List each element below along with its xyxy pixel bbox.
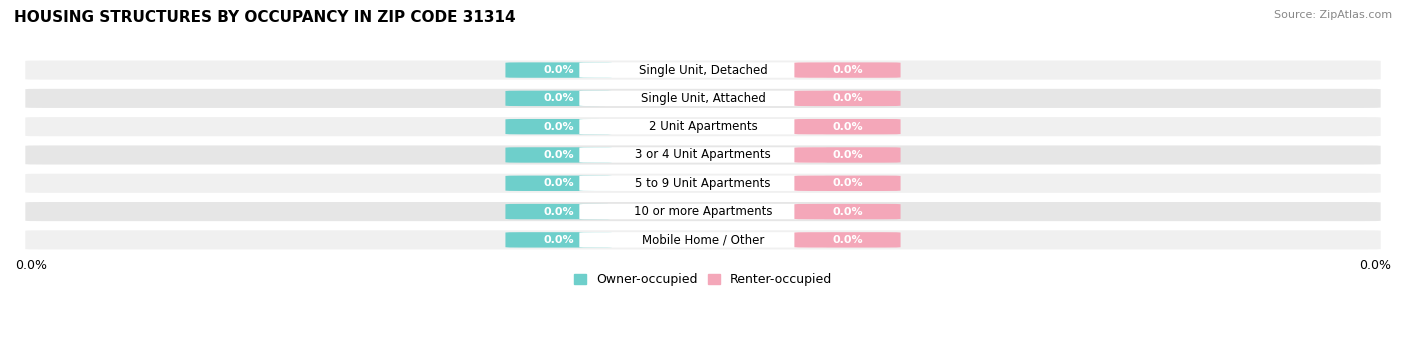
FancyBboxPatch shape	[505, 62, 612, 78]
FancyBboxPatch shape	[505, 176, 612, 191]
FancyBboxPatch shape	[505, 147, 612, 163]
FancyBboxPatch shape	[579, 204, 827, 219]
Text: 0.0%: 0.0%	[832, 150, 863, 160]
FancyBboxPatch shape	[579, 176, 827, 191]
FancyBboxPatch shape	[579, 147, 827, 163]
FancyBboxPatch shape	[24, 144, 1382, 166]
Text: 0.0%: 0.0%	[832, 178, 863, 188]
FancyBboxPatch shape	[579, 232, 827, 248]
Text: 0.0%: 0.0%	[543, 150, 574, 160]
Text: Single Unit, Attached: Single Unit, Attached	[641, 92, 765, 105]
FancyBboxPatch shape	[505, 91, 612, 106]
Text: 0.0%: 0.0%	[543, 207, 574, 217]
Text: HOUSING STRUCTURES BY OCCUPANCY IN ZIP CODE 31314: HOUSING STRUCTURES BY OCCUPANCY IN ZIP C…	[14, 10, 516, 25]
Text: Mobile Home / Other: Mobile Home / Other	[641, 233, 765, 247]
Text: Source: ZipAtlas.com: Source: ZipAtlas.com	[1274, 10, 1392, 20]
FancyBboxPatch shape	[579, 91, 827, 106]
Text: 3 or 4 Unit Apartments: 3 or 4 Unit Apartments	[636, 148, 770, 162]
Text: 0.0%: 0.0%	[543, 235, 574, 245]
FancyBboxPatch shape	[24, 116, 1382, 137]
FancyBboxPatch shape	[24, 173, 1382, 194]
FancyBboxPatch shape	[579, 119, 827, 134]
Text: 0.0%: 0.0%	[832, 235, 863, 245]
Text: 0.0%: 0.0%	[543, 178, 574, 188]
Text: 2 Unit Apartments: 2 Unit Apartments	[648, 120, 758, 133]
FancyBboxPatch shape	[505, 119, 612, 134]
Text: 0.0%: 0.0%	[832, 93, 863, 103]
FancyBboxPatch shape	[24, 229, 1382, 251]
FancyBboxPatch shape	[505, 232, 612, 248]
FancyBboxPatch shape	[24, 201, 1382, 222]
FancyBboxPatch shape	[794, 204, 901, 219]
FancyBboxPatch shape	[794, 176, 901, 191]
FancyBboxPatch shape	[24, 88, 1382, 109]
FancyBboxPatch shape	[794, 62, 901, 78]
Legend: Owner-occupied, Renter-occupied: Owner-occupied, Renter-occupied	[568, 268, 838, 291]
FancyBboxPatch shape	[794, 119, 901, 134]
Text: 0.0%: 0.0%	[543, 93, 574, 103]
Text: Single Unit, Detached: Single Unit, Detached	[638, 63, 768, 77]
Text: 0.0%: 0.0%	[832, 65, 863, 75]
FancyBboxPatch shape	[794, 91, 901, 106]
FancyBboxPatch shape	[579, 62, 827, 78]
Text: 0.0%: 0.0%	[543, 122, 574, 132]
Text: 5 to 9 Unit Apartments: 5 to 9 Unit Apartments	[636, 177, 770, 190]
FancyBboxPatch shape	[794, 232, 901, 248]
Text: 0.0%: 0.0%	[543, 65, 574, 75]
Text: 0.0%: 0.0%	[832, 207, 863, 217]
Text: 10 or more Apartments: 10 or more Apartments	[634, 205, 772, 218]
FancyBboxPatch shape	[505, 204, 612, 219]
FancyBboxPatch shape	[794, 147, 901, 163]
FancyBboxPatch shape	[24, 59, 1382, 81]
Text: 0.0%: 0.0%	[832, 122, 863, 132]
